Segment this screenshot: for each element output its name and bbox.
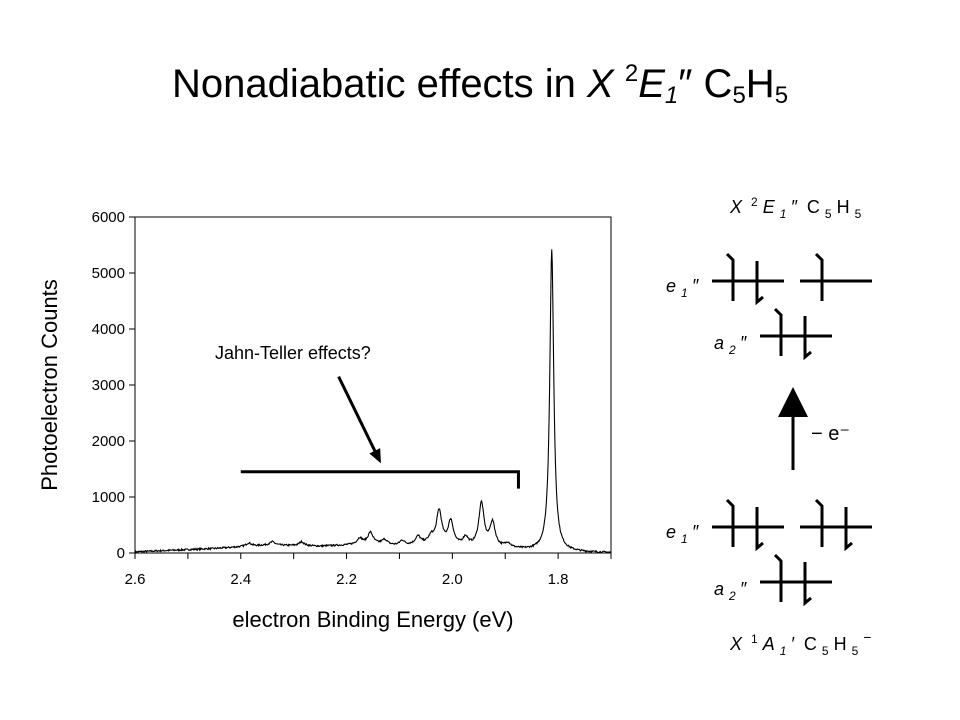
x-tick-label: 2.0 [442,571,463,588]
e1-orbital-label-top: e 1 ″ [666,276,700,301]
jahn-teller-bracket [240,470,520,489]
y-tick-label: 2000 [92,433,125,450]
spin-up-arrow [773,553,783,602]
a2-orbital-label-top: a 2 ″ [714,333,748,358]
y-axis-label: Photoelectron Counts [37,279,62,491]
x-axis-ticks: 2.6 2.4 2.2 2.0 1.8 [125,553,612,588]
e1-orbital-label-bottom: e 1 ″ [666,522,700,547]
page-title: Nonadiabatic effects in X 2E1″ C5H5 [171,60,789,109]
spin-down-arrow [803,562,812,607]
y-tick-label: 3000 [92,377,125,394]
y-tick-label: 5000 [92,265,125,282]
x-tick-label: 2.6 [125,571,146,588]
spin-down-arrow [755,507,764,552]
detachment-label: − e⁻ [811,423,850,445]
spin-up-arrow [725,252,735,301]
x-tick-label: 1.8 [548,571,569,588]
x-tick-label: 2.2 [336,571,357,588]
spin-down-arrow [844,507,853,552]
spin-up-arrow [725,498,735,547]
y-tick-label: 4000 [92,321,125,338]
spectrum-series-line [134,249,612,554]
y-axis-ticks: 0 1000 2000 3000 4000 5000 6000 [92,209,135,562]
jahn-teller-arrowhead [369,448,381,464]
spin-up-arrow [814,498,824,547]
spin-up-arrow [773,307,783,356]
jahn-teller-arrow [337,375,377,452]
anion-state-label: X 1 A 1 ′ C 5 H 5 − [729,627,871,659]
y-tick-label: 0 [117,545,125,562]
jahn-teller-annotation: Jahn-Teller effects? [215,343,371,363]
x-tick-label: 2.4 [230,571,251,588]
y-tick-label: 6000 [92,209,125,226]
y-tick-label: 1000 [92,489,125,506]
spin-down-arrow [803,316,812,361]
spin-up-arrow [814,252,824,301]
spin-down-arrow [755,261,764,306]
neutral-state-label: X 2 E 1 ″ C 5 H 5 [729,190,862,222]
a2-orbital-label-bottom: a 2 ″ [714,579,748,604]
x-axis-label: electron Binding Energy (eV) [232,607,513,632]
